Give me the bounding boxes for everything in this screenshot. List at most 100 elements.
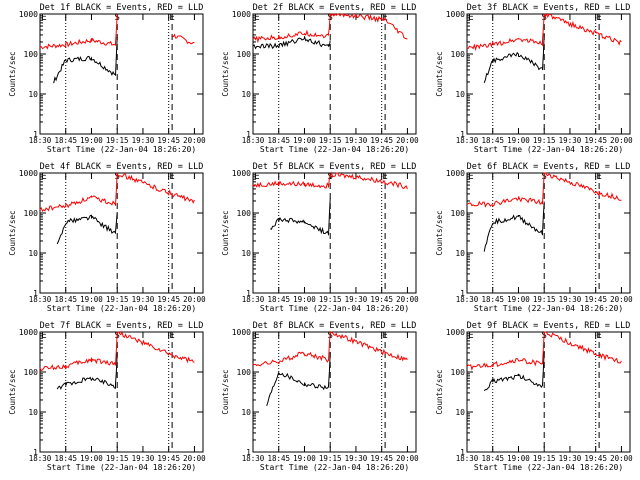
x-tick-label: 19:00	[80, 136, 103, 145]
x-tick-label: 20:00	[396, 454, 419, 463]
chart-panel-5: Det 5f BLACK = Events, RED = LLD 1 10 100 10…	[221, 162, 419, 313]
plot-frame	[252, 172, 417, 294]
x-tick-label: 20:00	[183, 136, 206, 145]
end-marker: E	[596, 331, 601, 341]
y-tick-label: 1	[33, 289, 38, 298]
chart-panel-9: Det 9f BLACK = Events, RED = LLD 1 10 100 10…	[435, 321, 633, 472]
y-tick-label: 10	[241, 249, 251, 258]
end-marker: E	[596, 13, 601, 23]
chart-panel-3: Det 3f BLACK = Events, RED = LLD 1 10 100 10…	[435, 3, 633, 154]
chart-title: Det 1f BLACK = Events, RED = LLD	[40, 3, 204, 13]
left-end-marker: E	[41, 172, 46, 182]
left-end-marker: E	[41, 331, 46, 341]
x-tick-label: 19:15	[319, 136, 342, 145]
events-series-line	[483, 201, 545, 252]
y-tick-label: 1000	[232, 169, 251, 178]
x-tick-label: 20:00	[396, 295, 419, 304]
x-tick-label: 19:45	[370, 136, 393, 145]
x-tick-label: 19:45	[157, 136, 180, 145]
x-axis-label: Start Time (22-Jan-04 18:26:20)	[260, 463, 409, 472]
x-tick-label: 18:45	[481, 454, 504, 463]
y-tick-label: 1	[460, 448, 465, 457]
end-marker: E	[382, 172, 387, 182]
left-end-marker: E	[254, 172, 259, 182]
y-tick-label: 100	[237, 209, 252, 218]
x-tick-label: 19:45	[370, 295, 393, 304]
y-tick-label: 100	[451, 368, 466, 377]
x-axis-label: Start Time (22-Jan-04 18:26:20)	[47, 304, 196, 313]
x-tick-label: 20:00	[183, 454, 206, 463]
left-end-marker: E	[254, 331, 259, 341]
x-tick-label: 19:30	[559, 295, 582, 304]
plot-frame	[252, 331, 417, 453]
lld-series-line	[252, 331, 408, 367]
lld-series-line	[466, 12, 622, 52]
y-axis-label: Counts/sec	[221, 210, 230, 255]
x-tick-label: 19:30	[132, 454, 155, 463]
y-tick-label: 10	[28, 408, 38, 417]
chart-title: Det 9f BLACK = Events, RED = LLD	[467, 321, 631, 331]
y-axis-label: Counts/sec	[8, 210, 17, 255]
x-axis-label: Start Time (22-Jan-04 18:26:20)	[474, 463, 623, 472]
chart-title: Det 4f BLACK = Events, RED = LLD	[40, 162, 204, 172]
y-tick-label: 1000	[446, 10, 465, 19]
x-axis-label: Start Time (22-Jan-04 18:26:20)	[260, 304, 409, 313]
lld-series-line	[466, 172, 622, 208]
x-tick-label: 18:30	[29, 295, 52, 304]
chart-title: Det 3f BLACK = Events, RED = LLD	[467, 3, 631, 13]
y-tick-label: 1000	[446, 169, 465, 178]
x-tick-label: 18:30	[242, 136, 265, 145]
y-tick-label: 1000	[19, 328, 38, 337]
x-tick-label: 18:45	[481, 136, 504, 145]
x-tick-label: 19:15	[319, 295, 342, 304]
x-tick-label: 18:30	[456, 454, 479, 463]
lld-series-line	[39, 14, 195, 50]
y-axis-label: Counts/sec	[221, 369, 230, 414]
lld-series-line	[252, 12, 408, 44]
y-axis-label: Counts/sec	[435, 369, 444, 414]
y-axis-label: Counts/sec	[8, 369, 17, 414]
x-tick-label: 19:45	[584, 136, 607, 145]
x-axis-label: Start Time (22-Jan-04 18:26:20)	[474, 145, 623, 154]
x-tick-label: 19:30	[345, 136, 368, 145]
x-tick-label: 18:30	[242, 295, 265, 304]
lld-series-line	[39, 330, 195, 372]
x-tick-label: 19:45	[584, 295, 607, 304]
y-axis-label: Counts/sec	[221, 51, 230, 96]
x-tick-label: 18:45	[54, 295, 77, 304]
x-tick-label: 19:15	[533, 136, 556, 145]
x-tick-label: 19:00	[293, 454, 316, 463]
plot-frame	[39, 172, 204, 294]
y-axis-label: Counts/sec	[435, 210, 444, 255]
chart-title: Det 8f BLACK = Events, RED = LLD	[253, 321, 417, 331]
x-tick-label: 18:45	[54, 136, 77, 145]
chart-panel-1: Det 1f BLACK = Events, RED = LLD 1 10 100 10…	[8, 3, 206, 154]
x-tick-label: 19:15	[106, 136, 129, 145]
x-tick-label: 19:30	[132, 136, 155, 145]
y-tick-label: 1000	[446, 328, 465, 337]
chart-panel-7: Det 7f BLACK = Events, RED = LLD 1 10 100 10…	[8, 321, 206, 472]
end-marker: E	[596, 172, 601, 182]
chart-panel-4: Det 4f BLACK = Events, RED = LLD 1 10 100 10…	[8, 162, 206, 313]
y-tick-label: 100	[451, 209, 466, 218]
events-series-line	[270, 198, 331, 236]
x-tick-label: 18:45	[267, 454, 290, 463]
events-series-line	[483, 33, 545, 83]
left-end-marker: E	[468, 13, 473, 23]
y-tick-label: 1	[33, 130, 38, 139]
x-tick-label: 19:15	[319, 454, 342, 463]
y-tick-label: 100	[24, 50, 39, 59]
x-tick-label: 19:00	[507, 454, 530, 463]
x-tick-label: 18:30	[456, 136, 479, 145]
x-tick-label: 18:45	[481, 295, 504, 304]
y-tick-label: 1000	[19, 10, 38, 19]
y-tick-label: 1000	[19, 169, 38, 178]
x-axis-label: Start Time (22-Jan-04 18:26:20)	[474, 304, 623, 313]
x-tick-label: 19:00	[80, 295, 103, 304]
x-tick-label: 20:00	[610, 136, 633, 145]
y-tick-label: 10	[28, 249, 38, 258]
end-marker: E	[169, 331, 174, 341]
x-tick-label: 19:30	[345, 454, 368, 463]
x-tick-label: 19:15	[106, 295, 129, 304]
